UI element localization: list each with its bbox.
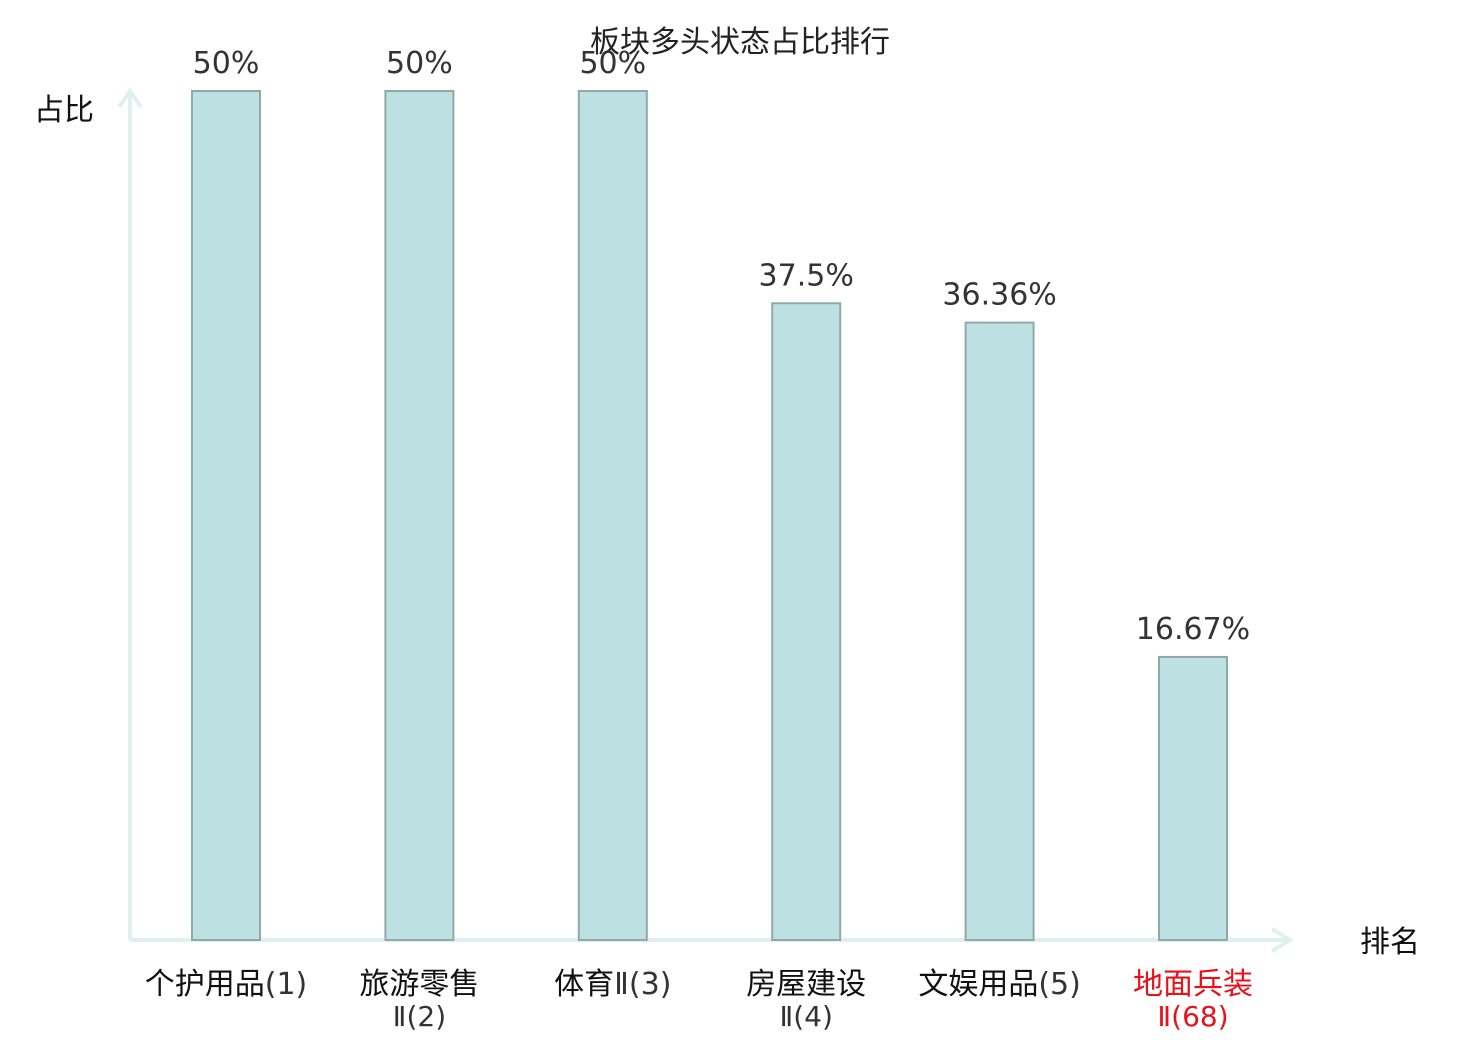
value-label: 16.67% bbox=[1136, 612, 1250, 647]
category-rank: (1) bbox=[265, 967, 308, 1002]
category-name: 旅游零售 bbox=[359, 967, 479, 1002]
y-axis bbox=[117, 87, 143, 940]
category-label: 地面兵装 bbox=[1133, 967, 1253, 1002]
bar bbox=[964, 321, 1035, 942]
value-labels-group: 50% 50% 50% 37.5% 36.36% 16.67% bbox=[193, 46, 1251, 647]
bar bbox=[771, 302, 842, 941]
bar bbox=[577, 90, 648, 941]
category-label: 个护用品(1) bbox=[145, 967, 308, 1002]
value-label: 50% bbox=[386, 46, 453, 81]
category-label: 体育Ⅱ(3) bbox=[554, 967, 671, 1002]
category-sub-label: Ⅱ(68) bbox=[1157, 1000, 1228, 1033]
bar bbox=[191, 90, 261, 941]
value-label: 37.5% bbox=[759, 258, 854, 293]
category-label: 房屋建设 bbox=[746, 967, 866, 1002]
bar bbox=[1158, 655, 1228, 942]
category-name: 文娱用品 bbox=[918, 967, 1038, 1002]
value-label: 50% bbox=[193, 46, 260, 81]
category-sub-label: Ⅱ(2) bbox=[393, 1000, 446, 1033]
category-name: 体育 bbox=[554, 967, 614, 1002]
value-label: 36.36% bbox=[942, 278, 1056, 313]
value-label: 50% bbox=[579, 46, 646, 81]
category-rank: Ⅱ(3) bbox=[614, 967, 671, 1002]
category-name: 房屋建设 bbox=[746, 967, 866, 1002]
bar bbox=[384, 90, 455, 941]
category-label: 旅游零售 bbox=[359, 967, 479, 1002]
category-name: 个护用品 bbox=[145, 967, 265, 1002]
x-axis bbox=[130, 927, 1294, 953]
category-sub-label: Ⅱ(4) bbox=[779, 1000, 832, 1033]
y-axis-label: 占比 bbox=[34, 93, 94, 128]
x-axis-label: 排名 bbox=[1360, 925, 1420, 960]
bars-group bbox=[191, 90, 1228, 942]
category-label: 文娱用品(5) bbox=[918, 967, 1081, 1002]
chart-title: 板块多头状态占比排行 bbox=[590, 25, 890, 60]
category-rank: (5) bbox=[1038, 967, 1081, 1002]
category-name: 地面兵装 bbox=[1133, 967, 1253, 1002]
